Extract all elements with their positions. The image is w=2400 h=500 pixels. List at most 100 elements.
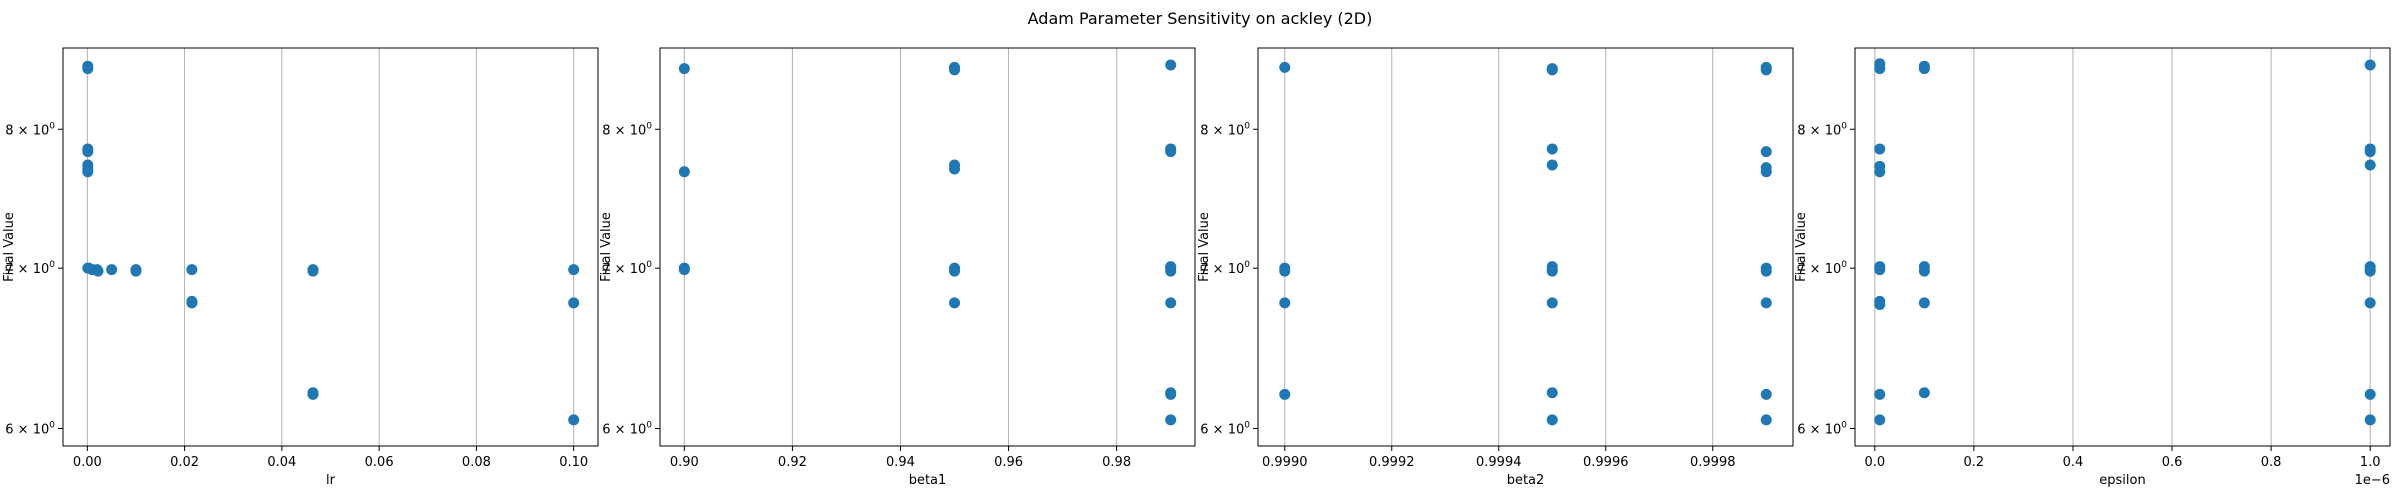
scatter-point: [1918, 387, 1930, 399]
x-axis-label: beta1: [909, 473, 947, 488]
scatter-point: [1279, 265, 1291, 277]
y-tick-label: 7 × 100: [1797, 260, 1847, 277]
scatter-point: [82, 63, 94, 75]
scatter-point: [1760, 64, 1772, 76]
x-axis-label: epsilon: [2099, 473, 2145, 488]
scatter-point: [2364, 414, 2376, 426]
scatter-point: [949, 64, 961, 76]
x-tick-label: 0.8: [2261, 455, 2282, 470]
scatter-point: [1760, 414, 1772, 426]
scatter-point: [678, 166, 690, 178]
scatter-point: [1918, 297, 1930, 309]
scatter-point: [106, 264, 118, 276]
x-axis-offset-label: 1e−6: [2355, 473, 2390, 488]
y-tick-label: 7 × 100: [5, 260, 55, 277]
scatter-point: [1874, 143, 1886, 155]
scatter-point: [1279, 297, 1291, 309]
scatter-point: [2364, 146, 2376, 158]
scatter-point: [949, 265, 961, 277]
scatter-point: [1279, 61, 1291, 73]
x-tick-label: 0.6: [2162, 455, 2183, 470]
scatter-point: [1546, 265, 1558, 277]
y-tick-label: 7 × 100: [602, 260, 652, 277]
y-tick-label: 8 × 100: [1797, 121, 1847, 138]
scatter-point: [1760, 265, 1772, 277]
axes-frame: [1257, 47, 1794, 447]
scatter-point: [1918, 265, 1930, 277]
axes-frame: [62, 47, 599, 447]
y-tick-label: 6 × 100: [1200, 421, 1250, 438]
scatter-point: [1546, 64, 1558, 76]
scatter-point: [1165, 388, 1177, 400]
scatter-point: [1165, 146, 1177, 158]
scatter-point: [1279, 388, 1291, 400]
scatter-point: [1546, 143, 1558, 155]
scatter-point: [92, 265, 104, 277]
scatter-point: [1165, 265, 1177, 277]
scatter-point: [949, 297, 961, 309]
scatter-point: [2364, 159, 2376, 171]
scatter-point: [568, 264, 580, 276]
scatter-point: [1760, 388, 1772, 400]
scatter-point: [82, 146, 94, 158]
x-tick-label: 0.9996: [1583, 455, 1629, 470]
scatter-point: [1874, 388, 1886, 400]
x-tick-label: 0.90: [670, 455, 699, 470]
x-tick-label: 1.0: [2360, 455, 2381, 470]
scatter-point: [307, 265, 319, 277]
scatter-point: [678, 63, 690, 75]
x-tick-label: 0.02: [170, 455, 199, 470]
x-tick-label: 0.04: [267, 455, 296, 470]
scatter-point: [1165, 297, 1177, 309]
scatter-point: [1874, 166, 1886, 178]
scatter-point: [1918, 63, 1930, 75]
x-tick-label: 0.9992: [1369, 455, 1415, 470]
x-tick-label: 0.0: [1864, 455, 1885, 470]
y-tick-label: 6 × 100: [5, 421, 55, 438]
scatter-point: [1165, 59, 1177, 71]
scatter-point: [1874, 298, 1886, 310]
y-tick-label: 6 × 100: [1797, 421, 1847, 438]
subplot-lr: 0.00 0.02 0.04 0.06 0.08 0.10 6 × 100 7 × 100 8 …: [2, 47, 599, 488]
scatter-point: [82, 166, 94, 178]
scatter-point: [130, 265, 142, 277]
scatter-point: [1165, 414, 1177, 426]
scatter-point: [1546, 297, 1558, 309]
x-axis-label: lr: [326, 473, 336, 488]
scatter-point: [678, 264, 690, 276]
x-tick-label: 0.08: [462, 455, 491, 470]
scatter-point: [2364, 388, 2376, 400]
scatter-point: [568, 414, 580, 426]
y-axis-label: Final Value: [2, 212, 17, 282]
x-tick-label: 0.96: [994, 455, 1023, 470]
subplot-beta2: 0.9990 0.9992 0.9994 0.9996 0.9998 6 × 100 7 ×…: [1197, 47, 1794, 488]
y-tick-label: 8 × 100: [602, 121, 652, 138]
subplot-epsilon: 0.0 0.2 0.4 0.6 0.8 1.0 6 × 100 7 × 100 8 × 100 e…: [1794, 47, 2391, 488]
y-tick-label: 6 × 100: [602, 421, 652, 438]
scatter-point: [1760, 297, 1772, 309]
y-tick-label: 7 × 100: [1200, 260, 1250, 277]
scatter-point: [1874, 414, 1886, 426]
y-tick-label: 8 × 100: [5, 121, 55, 138]
x-tick-label: 0.06: [365, 455, 394, 470]
x-tick-label: 0.94: [886, 455, 915, 470]
scatter-point: [1874, 264, 1886, 276]
y-axis-label: Final Value: [1197, 212, 1212, 282]
x-tick-label: 0.9994: [1476, 455, 1522, 470]
scatter-point: [1546, 159, 1558, 171]
x-tick-label: 0.2: [1964, 455, 1985, 470]
axes-frame: [1854, 47, 2391, 447]
subplot-beta1: 0.90 0.92 0.94 0.96 0.98 6 × 100 7 × 100 8 × 10…: [599, 47, 1196, 488]
scatter-point: [1760, 146, 1772, 158]
scatter-point: [186, 264, 198, 276]
x-tick-label: 0.9998: [1690, 455, 1736, 470]
y-tick-label: 8 × 100: [1200, 121, 1250, 138]
scatter-point: [949, 163, 961, 175]
x-tick-label: 0.9990: [1262, 455, 1308, 470]
scatter-point: [2364, 265, 2376, 277]
scatter-point: [1760, 166, 1772, 178]
x-tick-label: 0.4: [2063, 455, 2084, 470]
scatter-point: [1546, 414, 1558, 426]
y-axis-label: Final Value: [1794, 212, 1809, 282]
scatter-point: [568, 297, 580, 309]
